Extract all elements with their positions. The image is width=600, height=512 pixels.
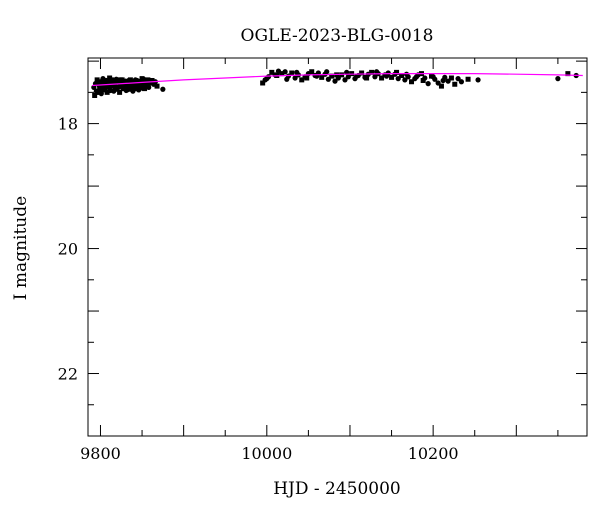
data-point [131, 86, 137, 92]
data-point [465, 76, 471, 82]
data-layer [91, 68, 579, 98]
data-point [99, 83, 105, 89]
data-point [440, 77, 446, 84]
data-point [260, 80, 266, 86]
data-point [448, 75, 454, 81]
data-point [269, 69, 275, 75]
x-tick-label: 10200 [408, 444, 459, 463]
data-point [292, 75, 298, 81]
data-point [145, 77, 151, 83]
data-point [329, 73, 335, 79]
data-point [369, 69, 375, 75]
data-point [324, 69, 330, 75]
data-point [114, 86, 120, 92]
data-point [304, 75, 310, 81]
data-point [144, 81, 150, 87]
data-point [403, 71, 410, 77]
model-curve-layer [92, 73, 583, 87]
data-point [373, 69, 380, 75]
x-tick-label: 9800 [80, 444, 121, 463]
data-point [104, 89, 110, 95]
data-point [383, 73, 390, 79]
data-point [565, 71, 571, 77]
x-tick-label: 10000 [241, 444, 292, 463]
data-point [127, 77, 133, 83]
model-curve [92, 73, 583, 87]
data-point [455, 76, 461, 82]
data-point [379, 75, 385, 81]
x-axis-label: HJD - 2450000 [273, 479, 401, 499]
data-point [141, 76, 147, 82]
data-point [294, 69, 300, 75]
data-point [555, 76, 561, 82]
data-point [332, 78, 338, 84]
data-point [342, 77, 348, 83]
data-point [142, 86, 148, 92]
data-point [134, 77, 140, 84]
data-point [359, 70, 365, 76]
data-point [354, 73, 360, 79]
y-tick-label: 20 [58, 240, 78, 259]
data-point [458, 79, 465, 85]
data-point [319, 74, 325, 80]
data-point [94, 79, 100, 85]
data-point [438, 83, 444, 89]
data-point [92, 92, 98, 98]
data-point [409, 79, 415, 85]
data-point [282, 69, 288, 75]
data-point [394, 69, 400, 75]
data-point [399, 72, 405, 78]
y-tick-label: 18 [58, 115, 78, 134]
data-point [289, 70, 295, 76]
y-axis-label: I magnitude [11, 196, 31, 300]
data-point [420, 77, 426, 83]
data-point [299, 77, 305, 83]
data-point [149, 77, 155, 83]
ticks-layer: 9800 10000 10200 18 20 22 [58, 58, 587, 463]
data-point [279, 71, 285, 77]
plot-frame [87, 57, 588, 437]
data-point [309, 69, 315, 75]
data-point [372, 74, 378, 80]
data-point [154, 83, 160, 89]
data-point [425, 81, 431, 87]
data-point [413, 74, 420, 80]
data-point [264, 76, 270, 82]
data-point [137, 84, 143, 90]
data-point [117, 77, 123, 83]
data-point [107, 77, 113, 83]
y-tick-label: 22 [58, 365, 78, 384]
data-point [121, 83, 127, 89]
data-point [97, 86, 103, 92]
data-point [284, 76, 290, 82]
data-point [117, 89, 123, 95]
data-point [389, 74, 395, 80]
data-point [98, 91, 104, 97]
data-point [101, 78, 107, 84]
data-point [475, 77, 481, 83]
data-point [124, 87, 130, 93]
data-point [452, 81, 458, 87]
data-point [430, 74, 436, 80]
data-point [160, 86, 166, 92]
chart-title: OGLE-2023-BLG-0018 [241, 26, 434, 46]
data-point [402, 77, 408, 83]
data-point [364, 75, 370, 81]
